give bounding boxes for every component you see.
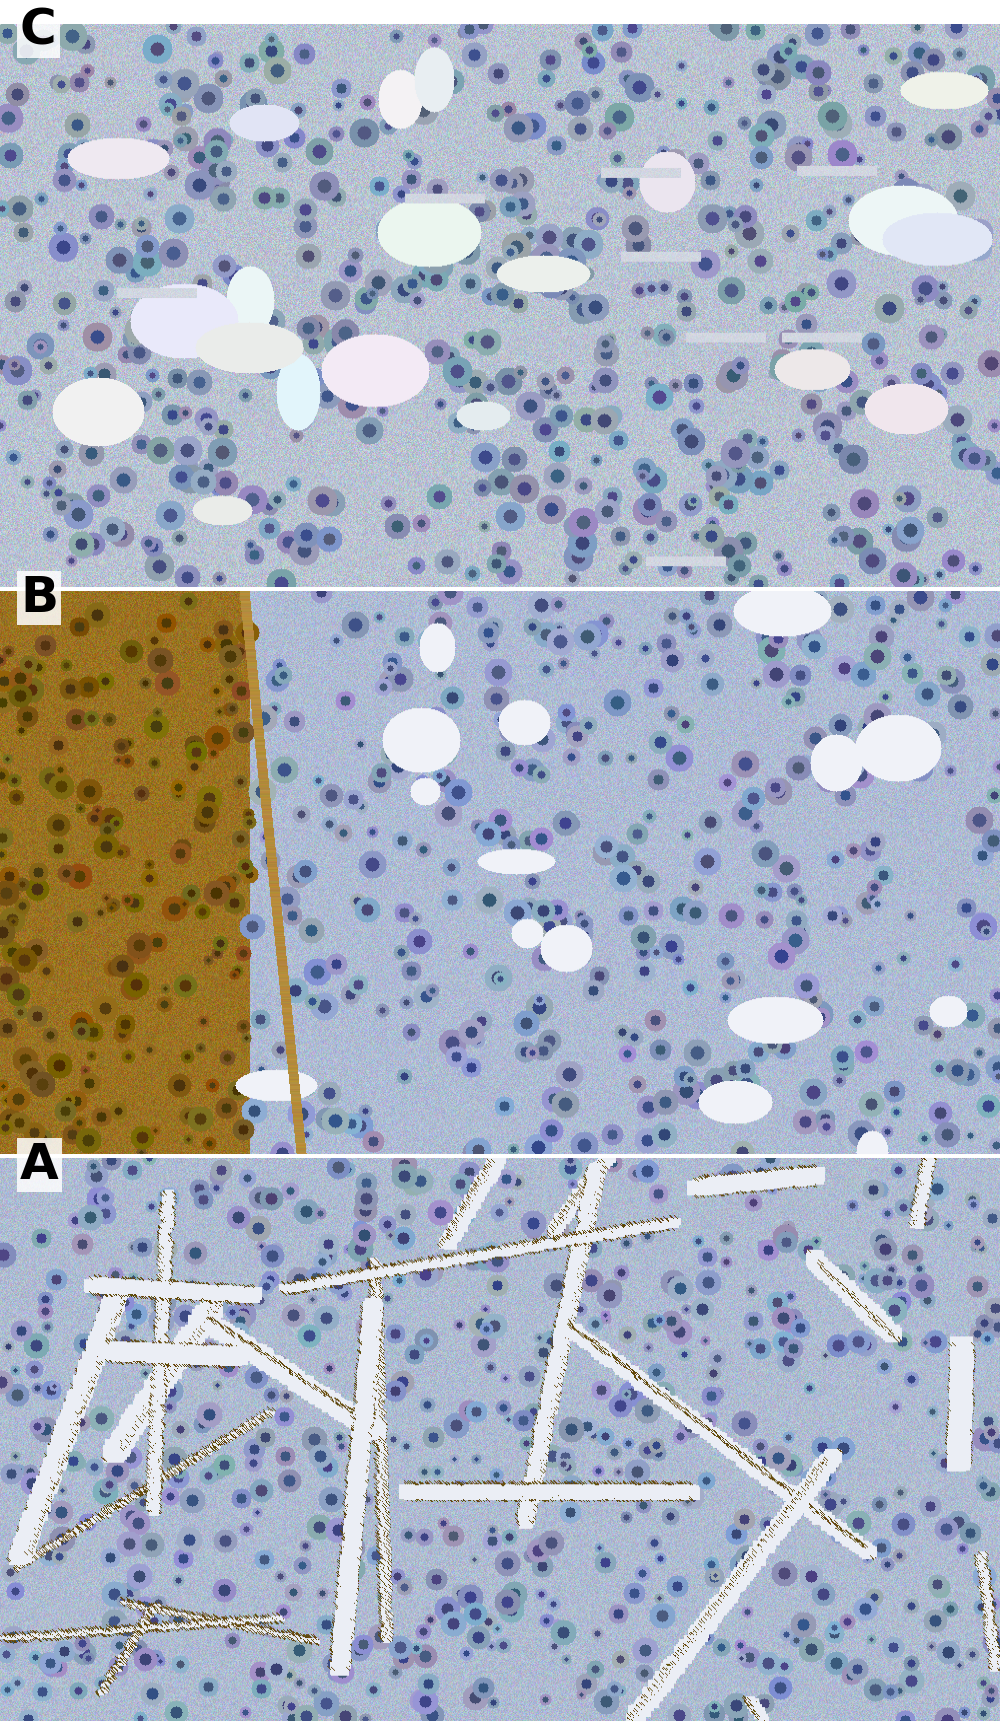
Text: B: B bbox=[20, 573, 58, 622]
Text: C: C bbox=[20, 7, 57, 55]
Text: A: A bbox=[20, 1140, 59, 1188]
